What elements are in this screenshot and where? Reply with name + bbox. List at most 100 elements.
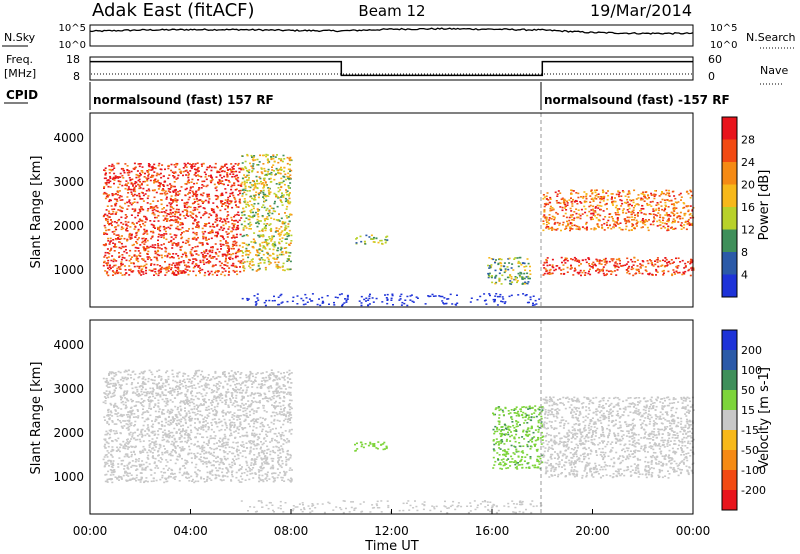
data-cell-power_db: [615, 193, 618, 196]
data-cell-power_db: [126, 225, 129, 227]
data-cell-power_db: [612, 220, 615, 222]
data-cell-power_db: [138, 178, 141, 181]
data-cell-power_db: [216, 195, 219, 197]
data-cell-power_db: [664, 193, 667, 196]
data-cell-power_db: [583, 205, 586, 208]
data-cell-velocity: [159, 386, 162, 388]
data-cell-power_db: [110, 249, 112, 251]
data-cell-power_db: [214, 221, 217, 223]
data-cell-power_db: [631, 223, 634, 225]
data-cell-velocity: [206, 436, 209, 439]
data-cell-power_db: [583, 200, 586, 203]
data-cell-power_db: [105, 172, 107, 174]
data-cell-velocity: [229, 429, 232, 432]
data-cell-velocity: [176, 388, 179, 390]
data-cell-velocity: [183, 437, 186, 439]
data-cell-power_db: [590, 212, 593, 215]
data-cell-power_db: [195, 253, 198, 255]
data-cell-power_db: [565, 205, 568, 207]
data-cell-power_db: [175, 244, 178, 247]
data-cell-power_db: [278, 196, 281, 199]
data-cell-power_db: [564, 212, 567, 215]
data-cell-velocity: [205, 384, 208, 386]
data-cell-power_db: [503, 271, 506, 274]
data-cell-power_db: [165, 227, 168, 229]
data-cell-power_db: [251, 258, 254, 260]
data-cell-power_db: [176, 228, 179, 230]
data-cell-power_db: [260, 167, 263, 169]
data-cell-power_db: [107, 240, 110, 242]
data-cell-velocity: [253, 454, 256, 456]
data-cell-velocity: [127, 443, 130, 445]
data-cell-power_db: [185, 266, 188, 268]
data-cell-power_db: [121, 263, 124, 266]
data-cell-power_db: [594, 263, 596, 266]
data-cell-power_db: [245, 243, 248, 246]
data-cell-velocity: [160, 411, 163, 413]
data-cell-power_db: [239, 202, 242, 204]
data-cell-power_db: [672, 220, 674, 223]
ground-scatter: [469, 301, 472, 303]
data-cell-velocity: [205, 465, 208, 468]
data-cell-power_db: [597, 271, 600, 274]
data-cell-power_db: [575, 228, 578, 230]
data-cell-power_db: [626, 193, 629, 196]
data-cell-power_db: [504, 268, 507, 270]
nsky-tick-bottom-right: 10^0: [710, 40, 737, 51]
data-cell-power_db: [583, 269, 586, 272]
data-cell-power_db: [207, 238, 210, 240]
data-cell-power_db: [239, 261, 242, 264]
data-cell-power_db: [139, 187, 142, 189]
data-cell-power_db: [268, 173, 271, 175]
data-cell-velocity: [237, 409, 240, 411]
data-cell-velocity: [251, 383, 254, 385]
data-cell-power_db: [233, 240, 236, 243]
data-cell-power_db: [233, 182, 236, 184]
data-cell-velocity: [123, 390, 126, 392]
data-cell-velocity: [237, 371, 240, 373]
data-cell-power_db: [584, 208, 587, 210]
data-cell-power_db: [272, 155, 275, 158]
data-cell-power_db: [685, 191, 688, 193]
data-cell-velocity: [165, 440, 168, 443]
data-cell-power_db: [186, 212, 188, 215]
data-cell-power_db: [128, 260, 131, 262]
data-cell-velocity: [282, 404, 285, 407]
data-cell-power_db: [542, 220, 545, 222]
data-cell-power_db: [143, 248, 146, 251]
data-cell-power_db: [560, 198, 563, 201]
data-cell-velocity: [188, 400, 191, 402]
data-cell-power_db: [585, 229, 588, 231]
data-cell-velocity: [113, 372, 116, 375]
data-cell-power_db: [203, 256, 206, 259]
data-cell-power_db: [152, 231, 155, 234]
data-cell-power_db: [545, 195, 548, 198]
data-cell-power_db: [208, 198, 211, 200]
data-cell-power_db: [573, 211, 576, 213]
data-cell-power_db: [667, 217, 670, 220]
data-cell-velocity: [172, 379, 175, 382]
data-cell-power_db: [191, 186, 194, 188]
data-cell-power_db: [248, 263, 251, 265]
data-cell-power_db: [102, 264, 105, 267]
data-cell-power_db: [565, 225, 568, 228]
data-cell-power_db: [555, 211, 558, 214]
data-cell-power_db: [611, 200, 614, 203]
data-cell-power_db: [244, 187, 247, 189]
data-cell-power_db: [247, 185, 250, 188]
data-cell-power_db: [642, 220, 645, 223]
data-cell-power_db: [602, 191, 605, 193]
data-cell-velocity: [152, 389, 155, 391]
data-cell-power_db: [211, 231, 214, 234]
data-cell-velocity: [156, 383, 159, 385]
data-cell-power_db: [547, 203, 550, 206]
data-cell-power_db: [372, 238, 375, 240]
data-cell-power_db: [687, 209, 690, 212]
data-cell-velocity: [256, 456, 259, 458]
data-cell-velocity: [232, 374, 235, 376]
data-cell-velocity: [175, 432, 178, 434]
data-cell-power_db: [258, 192, 261, 194]
data-cell-velocity: [153, 462, 156, 465]
data-cell-power_db: [142, 233, 145, 235]
data-cell-power_db: [238, 219, 241, 222]
